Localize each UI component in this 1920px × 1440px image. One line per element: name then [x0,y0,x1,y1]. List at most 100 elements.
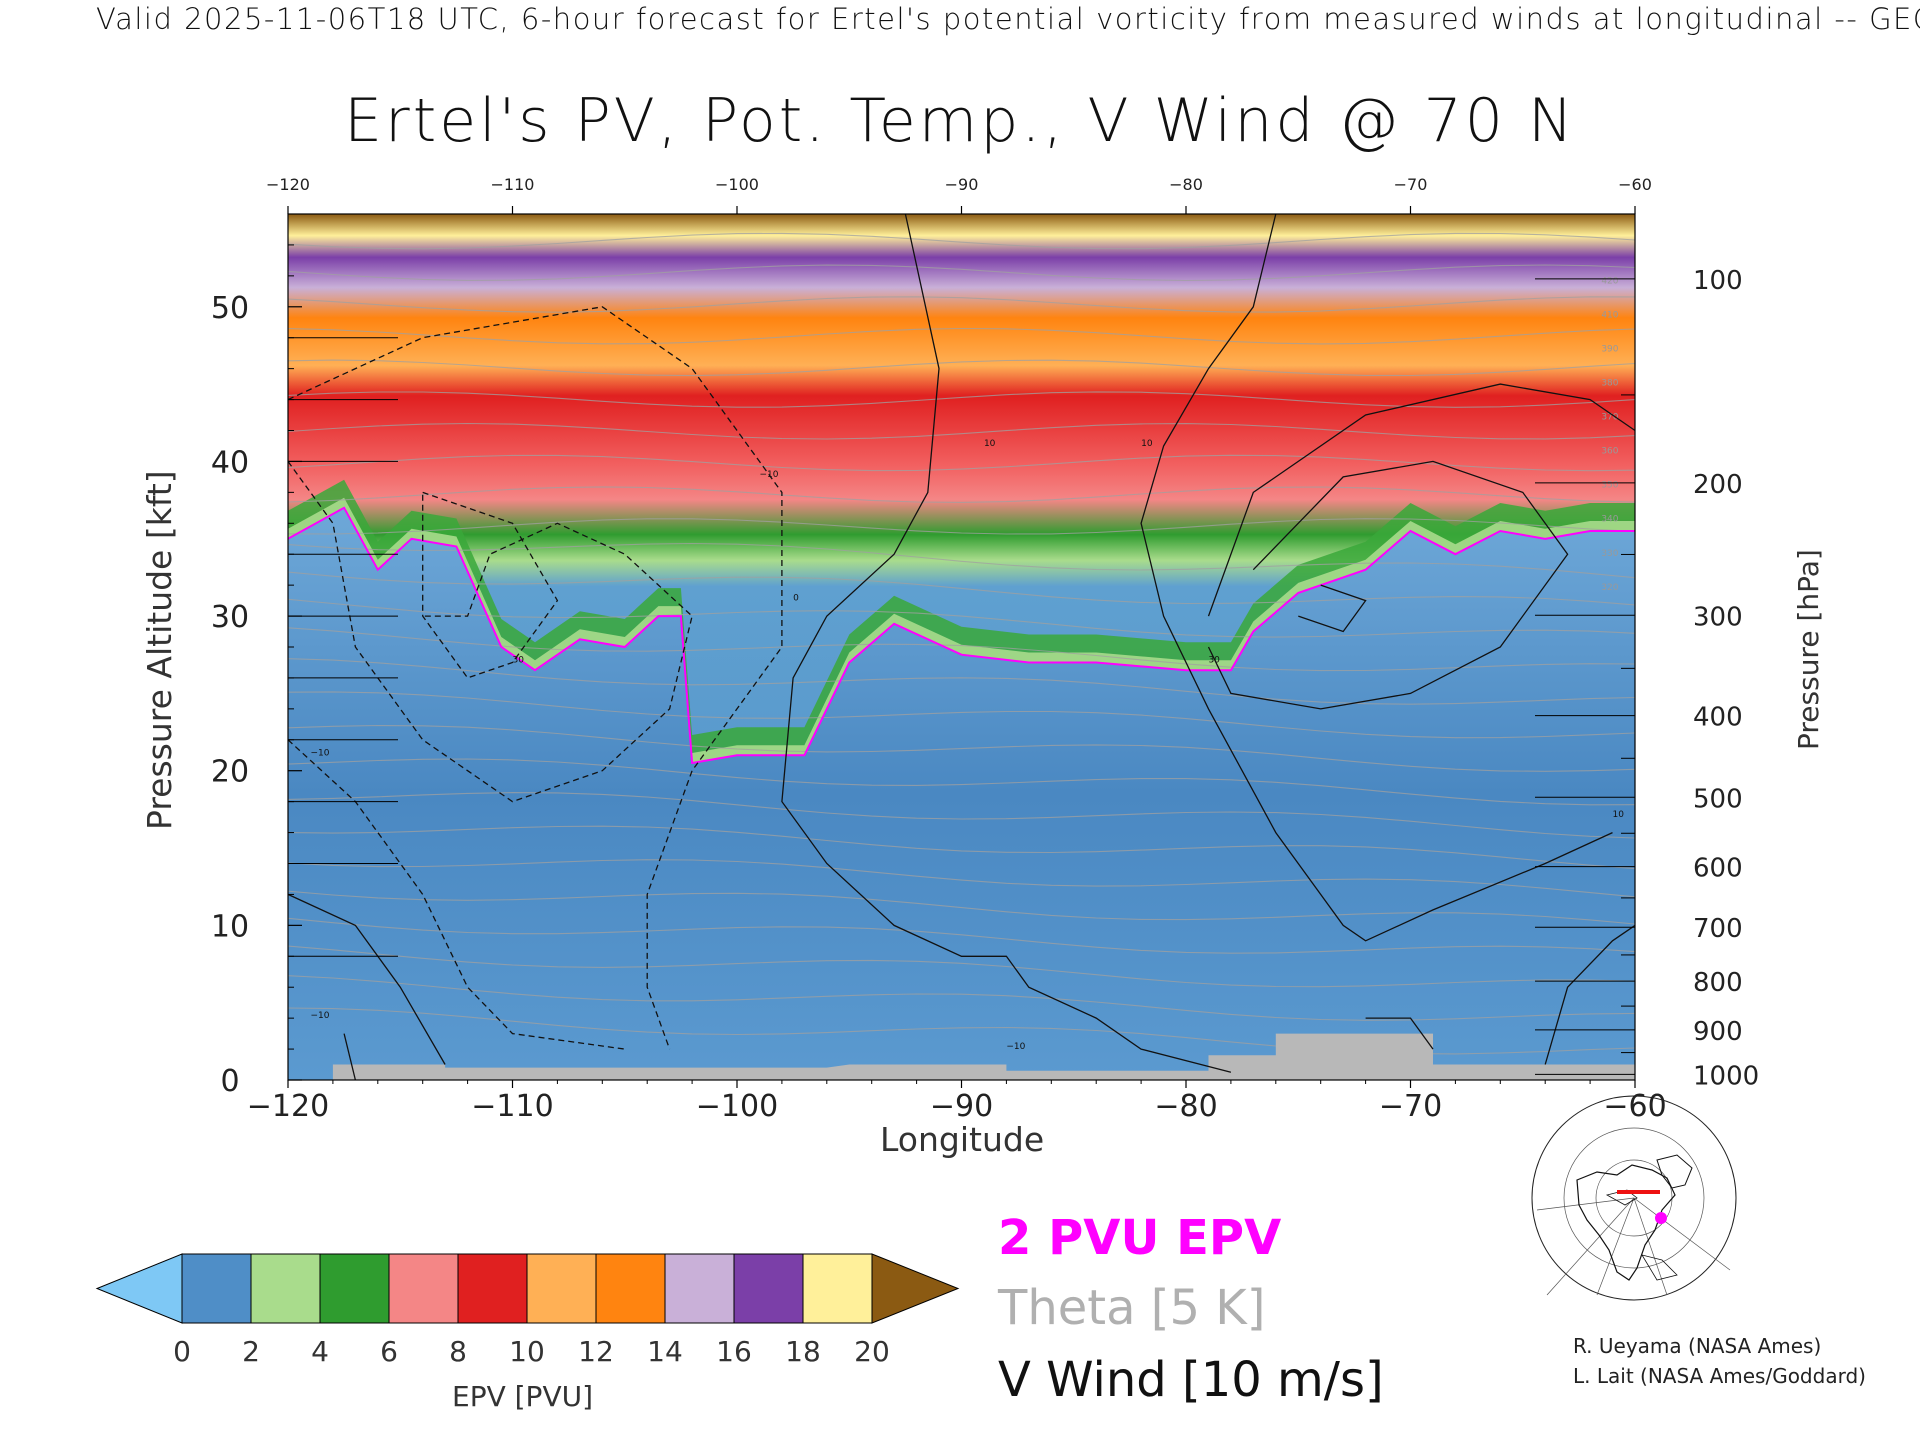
wind-line [422,491,559,679]
epv-colorbar: 0 2 4 6 8 10 12 14 16 18 20 [95,1253,960,1368]
wind-label: 10 [1613,810,1625,820]
colorbar-segment [250,1253,321,1324]
wind-line [343,1033,357,1080]
theta-line [288,542,1635,579]
theta-label: 380 [1601,379,1618,389]
theta-line [288,945,1635,988]
p-tick-label: 900 [1693,1017,1743,1047]
theta-line [288,264,1635,282]
theta-line [288,691,1635,739]
x-tick-label: −70 [1379,1089,1442,1124]
colorbar-tick-label: 2 [242,1335,260,1368]
p-tick-label: 500 [1693,784,1743,814]
colorbar-tick-label: 4 [311,1335,329,1368]
colorbar-tick-label: 8 [449,1335,467,1368]
theta-line [288,454,1635,472]
theta-label: 320 [1601,583,1618,593]
theta-line [288,391,1635,408]
theta-label: 360 [1601,447,1618,457]
wind-line [1140,214,1613,942]
colorbar-tick-label: 0 [173,1335,191,1368]
p-tick-label: 200 [1693,470,1743,500]
p-tick-label: 700 [1693,914,1743,944]
colorbar-segment [388,1253,459,1324]
colorbar-tick-label: 10 [509,1335,545,1368]
theta-line [288,571,1635,606]
x-tick-label-top: −90 [945,175,979,194]
x-tick-label-top: −80 [1169,175,1203,194]
theta-label: 390 [1601,345,1618,355]
wind-label: −10 [310,748,329,758]
theta-line [288,859,1635,898]
theta-line [288,486,1635,503]
wind-label: −10 [759,470,778,480]
theta-label: 420 [1601,277,1618,287]
colorbar-under-arrow [95,1253,183,1324]
wind-label: 30 [513,655,525,665]
p-tick-label: 800 [1693,968,1743,998]
colorbar-segment [733,1253,804,1324]
theta-line [288,658,1635,705]
theta-line [288,758,1635,806]
topography [332,1033,1635,1080]
theta-line [288,359,1635,377]
wind-line [1298,584,1367,633]
theta-label: 410 [1601,311,1618,321]
x-tick-label-top: −120 [266,175,310,194]
tropopause-2pvu-line [288,506,1635,765]
legend-epv: 2 PVU EPV [998,1210,1282,1266]
theta-line [288,627,1635,672]
wind-line [1207,383,1635,617]
light-green-band [288,497,1635,763]
x-tick-label-top: −110 [491,175,535,194]
colorbar-tick-label: 12 [578,1335,614,1368]
wind-line [1207,460,1569,710]
colorbar-over-arrow [871,1253,960,1324]
y-tick-label: 0 [220,1064,239,1099]
wind-contours: 0 10 10 30 30 10 −10 −10 −10 −10 [288,214,1635,1080]
colorbar-segment [664,1253,735,1324]
colorbar-label: EPV [PVU] [452,1380,594,1413]
theta-label: 350 [1601,481,1618,491]
colorbar-segment [802,1253,873,1324]
wind-label: 10 [984,439,996,449]
green-band [288,479,1635,763]
wind-label: 0 [793,594,799,604]
p-tick-label: 1000 [1693,1061,1759,1091]
theta-line [288,792,1635,839]
theta-line [288,327,1635,345]
wind-line [288,739,625,1050]
p-tick-label: 300 [1693,602,1743,632]
wind-label: −10 [1006,1042,1025,1052]
wind-line [1365,1017,1434,1050]
theta-line [288,890,1635,925]
y-tick-label: 50 [211,291,249,326]
y-tick-label: 30 [211,600,249,635]
p-tick-label: 400 [1693,703,1743,733]
credit-line-2: L. Lait (NASA Ames/Goddard) [1573,1364,1866,1388]
y-tick-label: 20 [211,755,249,790]
x-tick-label: −60 [1603,1089,1666,1124]
p-tick-label: 600 [1693,854,1743,884]
x-tick-label: −100 [696,1089,778,1124]
theta-line [288,232,1635,250]
y-tick-label: 40 [211,445,249,480]
wind-line [1544,924,1635,1065]
colorbar-segment [181,1253,252,1324]
colorbar-tick-label: 20 [854,1335,890,1368]
theta-line [288,422,1635,440]
colorbar-segment [319,1253,390,1324]
wind-line [288,461,693,803]
colorbar-tick-label: 16 [716,1335,752,1368]
wind-label: −10 [310,1011,329,1021]
header-text: Valid 2025-11-06T18 UTC, 6-hour forecast… [96,2,1920,36]
wind-line [781,214,1232,1073]
locator-map [1531,1095,1737,1301]
x-axis-label: Longitude [880,1120,1045,1159]
colorbar-tick-label: 18 [785,1335,821,1368]
legend-vwind: V Wind [10 m/s] [998,1352,1384,1408]
x-tick-label-top: −100 [715,175,759,194]
colorbar-segment [457,1253,528,1324]
